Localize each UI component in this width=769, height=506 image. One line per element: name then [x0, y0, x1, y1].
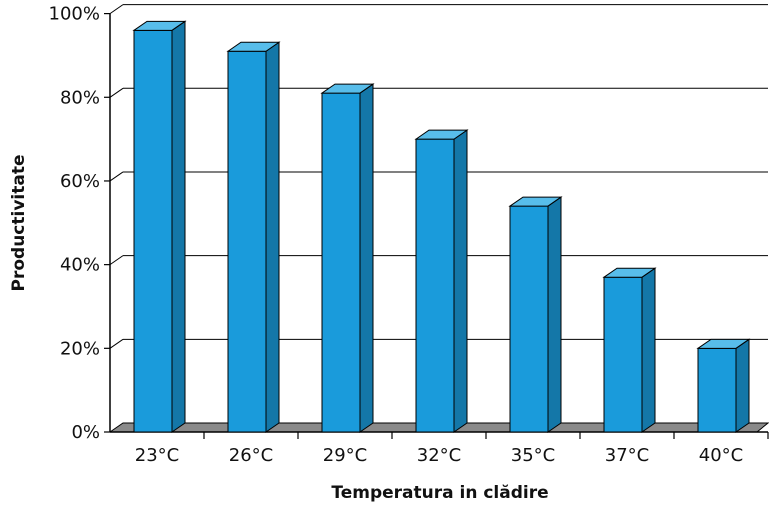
bar [132, 20, 187, 433]
x-axis-title: Temperatura in clădire [331, 483, 548, 503]
bar [696, 338, 751, 433]
y-tick-label: 0% [71, 422, 100, 443]
bar-front [227, 50, 267, 433]
bar-top [132, 20, 187, 31]
bar-front [509, 205, 549, 433]
y-tick-label: 80% [60, 87, 100, 108]
bar-top [320, 83, 375, 94]
bar [508, 196, 563, 433]
x-tick-labels: 23°C 26°C 29°C 32°C 35°C 37°C 40°C [135, 445, 743, 466]
bar-side [547, 196, 562, 433]
bar [414, 129, 469, 433]
bar-side [171, 20, 186, 433]
bar-front [603, 276, 643, 433]
bar-front [133, 29, 173, 433]
x-tick-label: 35°C [511, 445, 555, 466]
bar-top [508, 196, 563, 207]
gridline-diagonal [109, 338, 124, 349]
x-tick-label: 37°C [605, 445, 649, 466]
x-tick-label: 23°C [135, 445, 179, 466]
bar-top [696, 338, 751, 349]
bar [602, 267, 657, 433]
gridline-diagonal [109, 171, 124, 182]
bars [132, 20, 751, 433]
bar [226, 41, 281, 433]
y-tick-label: 40% [60, 255, 100, 276]
bar-side [641, 267, 656, 433]
bar-front [321, 92, 361, 433]
gridline-diagonal [109, 4, 124, 15]
gridline-diagonal [109, 87, 124, 98]
bar [320, 83, 375, 433]
bar-top [226, 41, 281, 52]
y-tick-label: 20% [60, 338, 100, 359]
y-axis-title: Productivitate [9, 155, 29, 292]
bar-top [414, 129, 469, 140]
x-tick-label: 26°C [229, 445, 273, 466]
gridline-diagonal [109, 255, 124, 266]
bar-side [359, 83, 374, 433]
x-tick-label: 32°C [417, 445, 461, 466]
bar-side [735, 338, 750, 433]
y-tick-label: 60% [60, 171, 100, 192]
bar-front [697, 347, 737, 433]
y-tick-label: 100% [49, 4, 100, 25]
bar-top [602, 267, 657, 278]
bar-side [265, 41, 280, 433]
y-tick-labels: 0% 20% 40% 60% 80% 100% [49, 4, 100, 443]
bar-front [415, 138, 455, 433]
x-tick-label: 29°C [323, 445, 367, 466]
x-tick-label: 40°C [699, 445, 743, 466]
bar-side [453, 129, 468, 433]
